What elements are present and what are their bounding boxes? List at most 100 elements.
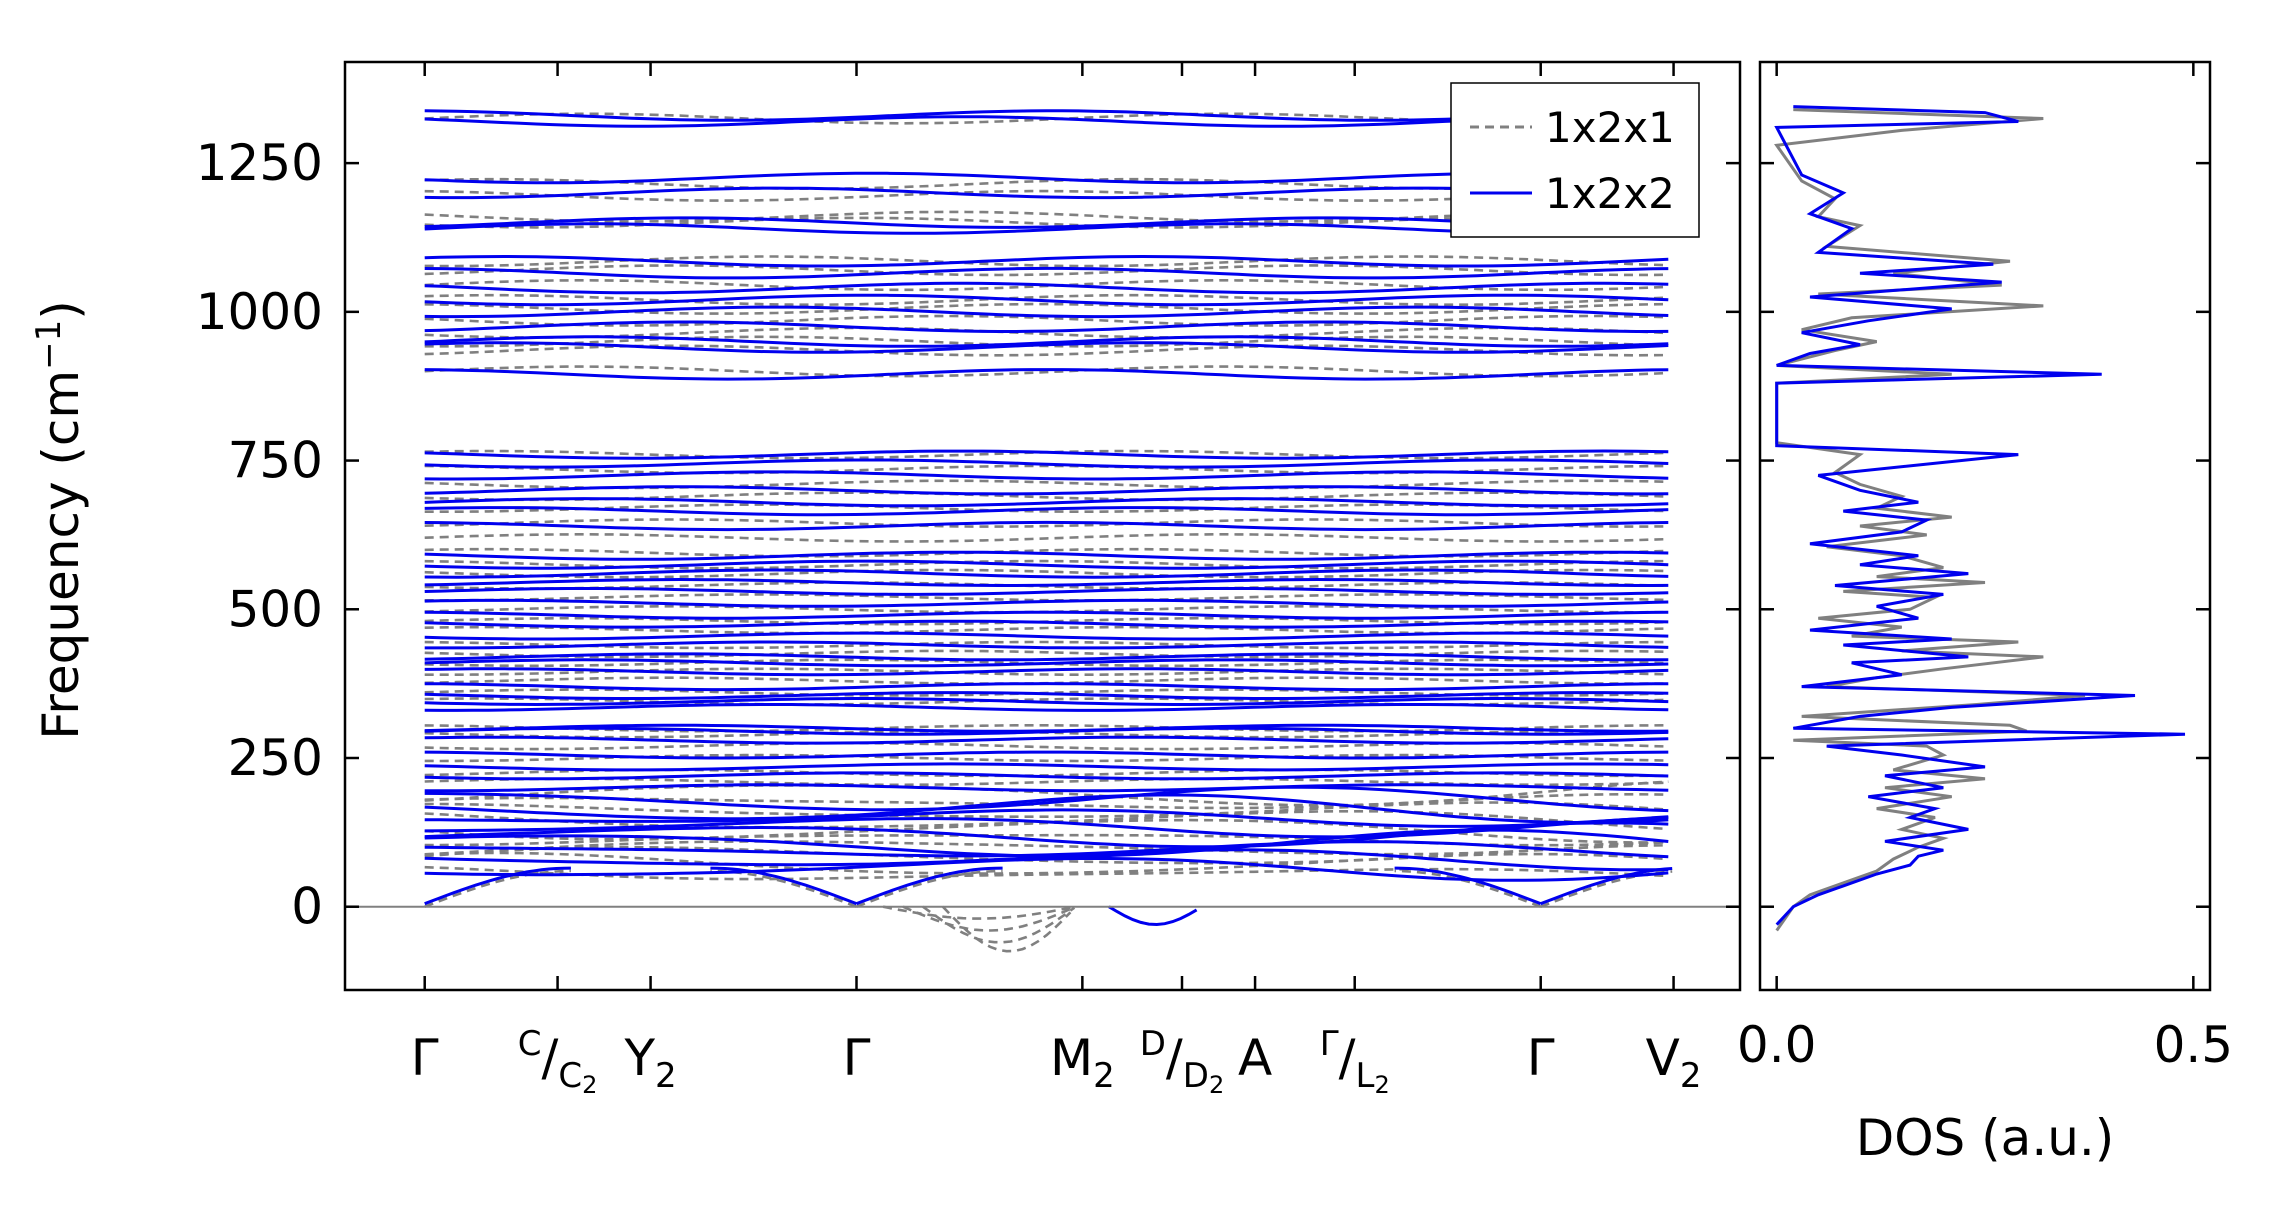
band-line <box>424 497 1669 508</box>
y-tick-label: 1000 <box>196 283 323 341</box>
band-line <box>424 691 1669 700</box>
band-line <box>424 783 1669 793</box>
band-line <box>424 750 1669 760</box>
band-line <box>424 550 1669 561</box>
band-line <box>424 532 1669 543</box>
dos-x-axis: 0.0 0.5 <box>1737 62 2233 1074</box>
band-line <box>424 520 1669 532</box>
k-path-label: C/C2 <box>518 1024 598 1099</box>
dos-x-axis-label: DOS (a.u.) <box>1856 1109 2115 1167</box>
band-line <box>424 649 1669 659</box>
band-line <box>424 667 1669 677</box>
band-line <box>424 726 1669 736</box>
band-line <box>424 840 1669 856</box>
band-line <box>424 568 1669 579</box>
acoustic-branch <box>424 869 571 908</box>
band-line <box>424 302 1669 315</box>
k-path-label: D/D2 <box>1140 1024 1225 1099</box>
y-tick-label: 0 <box>291 878 323 936</box>
soft-mode <box>902 905 1071 932</box>
band-line <box>424 652 1669 662</box>
band-line <box>424 264 1669 277</box>
band-line <box>424 848 1669 872</box>
k-path-label: A <box>1238 1029 1272 1087</box>
k-path-label: Γ <box>843 1029 871 1087</box>
band-y-axis: 0 250 500 750 1000 1250 <box>196 134 1740 936</box>
band-line <box>424 365 1669 378</box>
band-line <box>424 293 1669 307</box>
band-line <box>424 640 1669 650</box>
band-line <box>424 771 1669 781</box>
band-line <box>424 281 1669 295</box>
band-axes-frame <box>343 60 1742 992</box>
band-line <box>424 314 1669 327</box>
band-line <box>424 840 1669 859</box>
band-line <box>424 865 1669 881</box>
band-line <box>424 470 1669 481</box>
band-line <box>424 667 1669 677</box>
band-line <box>424 793 1669 824</box>
band-line <box>424 610 1669 620</box>
band-line <box>424 593 1669 602</box>
dos-axes-frame <box>1758 60 2212 992</box>
band-line <box>424 305 1669 319</box>
y-axis-label: Frequency (cm−1) <box>29 300 90 740</box>
band-line <box>424 255 1669 268</box>
band-line <box>424 341 1669 354</box>
soft-mode <box>882 905 1075 920</box>
band-line <box>424 559 1669 570</box>
band-line <box>424 640 1669 650</box>
band-line <box>424 587 1669 596</box>
soft-mode <box>941 905 1072 953</box>
band-line <box>424 723 1669 733</box>
band-line <box>424 506 1669 517</box>
k-path-label: M2 <box>1050 1029 1115 1096</box>
band-line <box>424 816 1669 839</box>
band-line <box>424 792 1669 810</box>
band-line <box>424 598 1669 608</box>
acoustic-branch <box>855 866 1003 906</box>
k-path-label: V2 <box>1646 1029 1702 1096</box>
legend-label-1x2x2: 1x2x2 <box>1545 169 1675 218</box>
band-line <box>424 619 1669 629</box>
band-line <box>424 703 1669 712</box>
band-line <box>424 658 1669 668</box>
band-line <box>424 491 1669 502</box>
acoustic-branch <box>1394 866 1542 906</box>
band-line <box>424 762 1669 772</box>
band-line <box>424 293 1669 307</box>
band-line <box>424 458 1669 469</box>
band-k-path-ticks: Γ C/C2 Y2 Γ M2 D/D2 A Γ/L2 Γ V2 <box>411 62 1702 1099</box>
dos-x-tick-label: 0.0 <box>1737 1016 1817 1074</box>
acoustic-branch <box>424 866 571 906</box>
soft-mode <box>922 905 1076 944</box>
y-tick-label: 250 <box>228 729 323 787</box>
band-line <box>424 735 1669 745</box>
acoustic-branch <box>856 869 1003 908</box>
acoustic-branch <box>710 869 857 908</box>
band-line <box>424 857 1669 882</box>
acoustic-branch <box>1394 869 1542 908</box>
band-line <box>424 559 1669 570</box>
band-line <box>424 266 1669 280</box>
band-line <box>424 479 1669 490</box>
band-line <box>424 344 1669 357</box>
band-line <box>424 518 1669 528</box>
band-line <box>424 449 1669 460</box>
k-path-label: Γ <box>411 1029 439 1087</box>
band-line <box>424 631 1669 641</box>
band-line <box>424 577 1669 587</box>
dos-line-1x2x2 <box>1774 105 2186 926</box>
k-path-label: Γ <box>1527 1029 1555 1087</box>
band-line <box>424 777 1669 787</box>
y-tick-label: 500 <box>228 580 323 638</box>
dos-y-ticks <box>1760 161 2210 908</box>
band-line <box>424 697 1669 707</box>
band-line <box>424 682 1669 692</box>
legend-box <box>1450 82 1700 238</box>
legend-label-1x2x1: 1x2x1 <box>1545 103 1675 152</box>
band-line <box>424 808 1669 828</box>
k-path-label: Y2 <box>623 1029 676 1096</box>
band-line <box>424 785 1669 813</box>
